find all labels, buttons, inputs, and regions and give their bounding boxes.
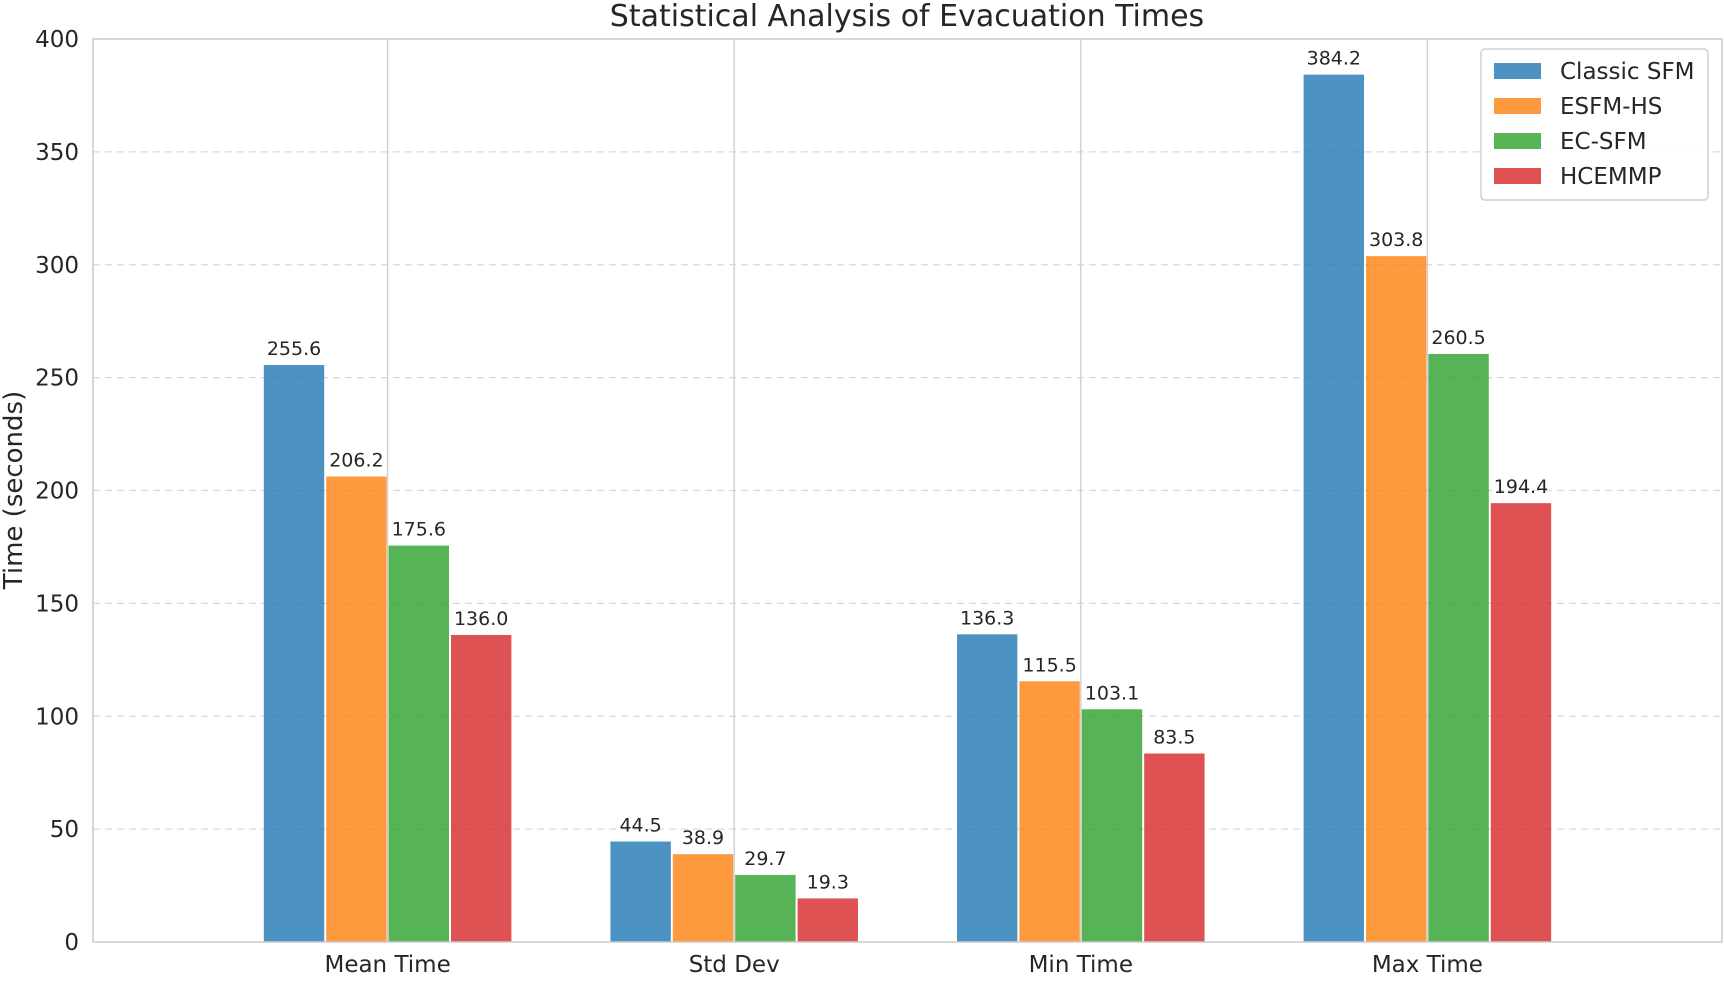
legend: Classic SFM ESFM-HS EC-SFM HCEMMP (1480, 48, 1709, 201)
bar-ec-sfm-min-time (1081, 709, 1143, 942)
legend-swatch (1494, 63, 1541, 79)
y-tick-label: 100 (35, 704, 79, 730)
bar-ec-sfm-max-time (1428, 353, 1489, 942)
bar-value-label: 194.4 (1494, 476, 1548, 498)
y-tick-label: 200 (35, 479, 79, 505)
y-axis-label: Time (seconds) (0, 391, 29, 590)
bar-esfm-hs-std-dev (672, 854, 734, 942)
bar-value-label: 83.5 (1153, 726, 1195, 748)
bar-value-label: 206.2 (329, 450, 383, 472)
x-tick-labels: Mean Time Std Dev Min Time Max Time (324, 952, 1483, 978)
bar-esfm-hs-max-time (1366, 256, 1427, 942)
bar-ec-sfm-std-dev (735, 874, 796, 942)
y-tick-label: 250 (35, 366, 79, 392)
y-tick-label: 150 (35, 591, 79, 617)
y-tick-label: 350 (35, 140, 79, 166)
chart-title: Statistical Analysis of Evacuation Times (610, 0, 1204, 34)
bar-value-label: 136.0 (454, 608, 508, 630)
bar-classic-sfm-min-time (957, 634, 1018, 942)
legend-swatch (1494, 168, 1541, 184)
legend-box (1480, 48, 1709, 201)
plot-frame (92, 38, 1723, 943)
bar-value-label: 175.6 (392, 519, 446, 541)
y-tick-label: 50 (50, 817, 79, 843)
bar-hcemmp-min-time (1144, 753, 1205, 942)
x-tick-label: Max Time (1372, 952, 1483, 977)
bar-value-label: 38.9 (682, 827, 724, 849)
x-tick-label: Min Time (1029, 952, 1133, 977)
bar-hcemmp-mean-time (450, 634, 512, 942)
bar-ec-sfm-mean-time (388, 545, 449, 942)
bar-esfm-hs-mean-time (326, 476, 387, 942)
bar-hcemmp-max-time (1490, 503, 1552, 942)
x-tick-label: Std Dev (689, 952, 780, 977)
legend-label: ESFM-HS (1560, 94, 1662, 120)
legend-label: HCEMMP (1560, 164, 1662, 190)
legend-label: EC-SFM (1560, 129, 1647, 155)
bar-value-label: 29.7 (744, 848, 786, 870)
y-tick-label: 0 (64, 930, 79, 956)
bar-value-label: 303.8 (1369, 229, 1423, 251)
legend-items: Classic SFM ESFM-HS EC-SFM HCEMMP (1494, 59, 1695, 190)
bar-classic-sfm-mean-time (263, 364, 325, 942)
x-tick-label: Mean Time (324, 952, 450, 977)
y-tick-label: 300 (35, 253, 79, 279)
bar-classic-sfm-std-dev (610, 841, 671, 942)
bar-hcemmp-std-dev (797, 898, 858, 942)
legend-label: Classic SFM (1560, 59, 1695, 85)
bar-value-label: 19.3 (807, 871, 849, 893)
y-tick-label: 400 (35, 27, 79, 53)
bars-layer (263, 74, 1552, 942)
legend-swatch (1494, 133, 1541, 149)
bar-value-labels: 255.6 44.5 136.3 384.2 206.2 38.9 115.5 303.8 17… (267, 48, 1548, 894)
bar-value-label: 260.5 (1431, 327, 1485, 349)
bar-esfm-hs-min-time (1019, 681, 1080, 942)
y-tick-labels: 0 50 100 150 200 250 300 350 400 (35, 27, 79, 956)
bar-classic-sfm-max-time (1303, 74, 1365, 942)
legend-swatch (1494, 98, 1541, 114)
bar-value-label: 136.3 (960, 607, 1014, 629)
bar-value-label: 384.2 (1307, 48, 1361, 70)
bar-value-label: 255.6 (267, 338, 321, 360)
bar-value-label: 44.5 (619, 815, 661, 837)
bar-value-label: 115.5 (1022, 654, 1076, 676)
bar-value-label: 103.1 (1085, 682, 1139, 704)
